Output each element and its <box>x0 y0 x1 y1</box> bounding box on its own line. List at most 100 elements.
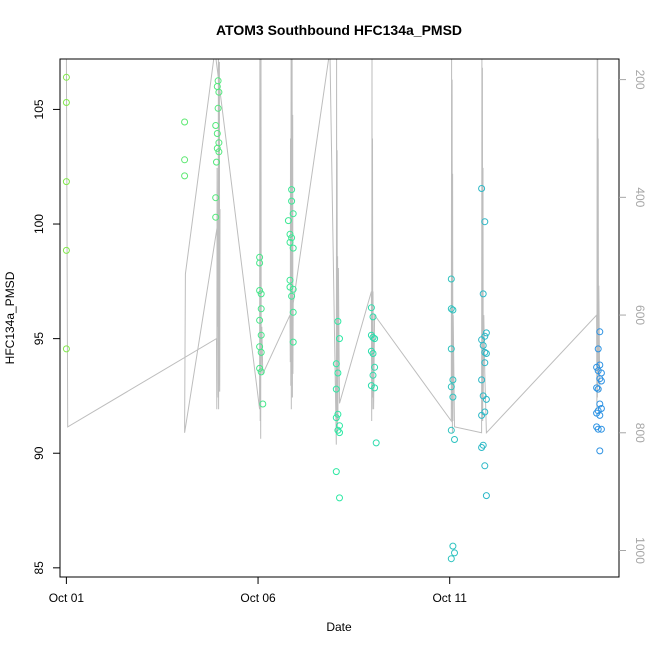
data-point <box>479 342 487 349</box>
data-point <box>332 468 340 476</box>
y2-axis-right: 200 400 600 800 1000 <box>619 70 647 564</box>
data-point <box>478 444 486 451</box>
x-tick-label: Oct 01 <box>49 591 85 605</box>
x-axis-label: Date <box>326 620 352 634</box>
data-point <box>597 425 605 433</box>
y2-tick-label: 600 <box>633 305 647 325</box>
y-tick-label: 95 <box>32 332 46 346</box>
data-point <box>289 308 297 316</box>
x-axis: Oct 01 Oct 06 Oct 11 <box>49 577 467 605</box>
data-point <box>449 306 457 314</box>
data-point <box>447 345 455 353</box>
data-point <box>596 411 604 419</box>
data-point <box>334 369 342 377</box>
y-tick-label: 85 <box>32 561 46 575</box>
data-point <box>447 383 455 391</box>
data-point <box>481 218 489 226</box>
y-tick-label: 100 <box>32 214 46 234</box>
data-point <box>256 259 264 267</box>
data-point <box>215 88 223 96</box>
data-point <box>482 395 490 403</box>
data-point <box>213 144 221 152</box>
data-point <box>596 328 604 336</box>
data-point <box>334 317 342 325</box>
data-point <box>212 194 220 202</box>
data-point <box>62 246 70 254</box>
data-point <box>213 158 220 166</box>
data-point <box>284 217 292 225</box>
data-point <box>256 364 264 372</box>
data-point <box>259 400 267 408</box>
data-point <box>332 360 340 368</box>
x-tick-label: Oct 06 <box>240 591 276 605</box>
data-point <box>288 292 296 300</box>
data-point <box>451 436 458 443</box>
plot-frame <box>59 58 620 578</box>
chart-title: ATOM3 Southbound HFC134a_PMSD <box>216 22 462 38</box>
data-point <box>288 234 296 242</box>
data-point <box>447 275 455 283</box>
data-point <box>62 73 70 81</box>
data-point <box>257 368 265 376</box>
data-point <box>369 371 377 379</box>
data-point <box>593 384 601 392</box>
data-point <box>336 494 343 502</box>
data-point <box>212 213 220 221</box>
data-point <box>286 276 294 284</box>
data-point <box>62 178 70 186</box>
data-point <box>256 287 264 294</box>
data-point <box>478 376 486 384</box>
data-point <box>62 99 70 106</box>
data-point <box>288 186 296 194</box>
data-point <box>594 385 602 393</box>
data-point <box>289 244 297 252</box>
data-point <box>369 334 377 341</box>
y2-tick-label: 800 <box>633 423 647 443</box>
data-point <box>286 238 294 246</box>
data-point <box>594 345 602 353</box>
data-point <box>481 359 489 367</box>
data-point <box>334 410 342 418</box>
data-point <box>481 462 489 470</box>
data-point <box>447 555 455 563</box>
data-point <box>257 290 265 298</box>
data-point <box>288 197 296 205</box>
data-point <box>256 316 264 324</box>
data-point <box>257 331 265 339</box>
data-point <box>289 338 297 346</box>
data-point <box>371 384 379 392</box>
data-point <box>451 549 458 557</box>
data-point <box>215 148 223 156</box>
y2-tick-label: 1000 <box>633 537 647 564</box>
data-point <box>371 335 379 343</box>
data-point <box>213 130 221 137</box>
data-point <box>181 156 189 164</box>
points-layer <box>62 73 605 563</box>
secondary-line-layer <box>65 59 601 445</box>
data-point <box>369 350 377 357</box>
y-tick-label: 105 <box>32 99 46 119</box>
data-point <box>593 363 601 371</box>
data-point <box>369 313 377 321</box>
data-point <box>181 172 189 180</box>
data-point <box>257 348 265 356</box>
data-point <box>479 290 487 298</box>
data-point <box>371 363 379 371</box>
data-point <box>447 426 455 434</box>
data-point <box>336 429 343 437</box>
y-axis: 85 90 95 100 105 <box>32 99 60 575</box>
data-point <box>481 348 489 356</box>
data-point <box>332 414 340 422</box>
data-point <box>596 447 604 455</box>
data-point <box>449 376 457 384</box>
data-point <box>367 304 375 312</box>
data-point <box>482 492 490 500</box>
data-point <box>181 118 189 126</box>
data-point <box>257 305 265 313</box>
data-point <box>214 104 222 112</box>
data-point <box>212 122 220 129</box>
data-point <box>596 400 604 408</box>
data-point <box>336 422 343 430</box>
data-point <box>332 385 340 393</box>
